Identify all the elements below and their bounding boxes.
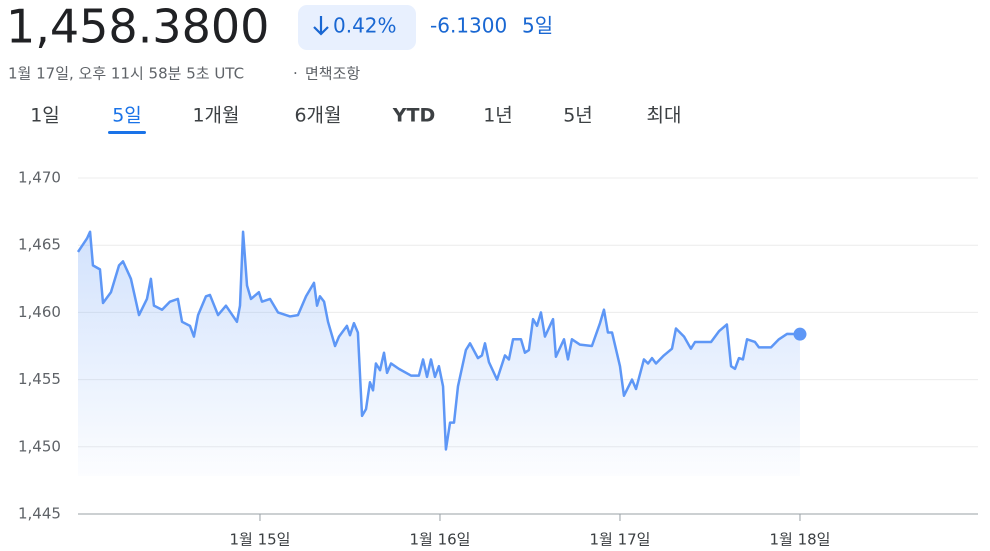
- range-tab[interactable]: 6개월: [294, 105, 341, 127]
- range-tab[interactable]: 1개월: [192, 105, 239, 127]
- x-tick-label: 1월 18일: [769, 531, 830, 549]
- price: 1,458.3800: [6, 0, 269, 54]
- price-line: [76, 230, 801, 451]
- y-tick-label: 1,455: [18, 370, 61, 388]
- range-tab[interactable]: 5일: [112, 105, 142, 127]
- last-point: [793, 327, 807, 341]
- change-value: -6.1300: [430, 14, 507, 38]
- range-tab[interactable]: YTD: [392, 105, 436, 127]
- x-tick-label: 1월 17일: [589, 531, 650, 549]
- range-tab[interactable]: 1일: [30, 105, 60, 127]
- change-period: 5일: [522, 14, 553, 38]
- range-tab[interactable]: 1년: [483, 105, 513, 127]
- x-tick-label: 1월 15일: [229, 531, 290, 549]
- range-tab[interactable]: 최대: [647, 105, 682, 127]
- range-tabs: 1일 5일 1개월 6개월 YTD 1년 5년 최대: [30, 105, 682, 134]
- timestamp: 1월 17일, 오후 11시 58분 5초 UTC: [8, 65, 244, 83]
- change-badge: [298, 5, 416, 50]
- y-tick-label: 1,465: [18, 236, 61, 254]
- range-tab[interactable]: 5년: [563, 105, 593, 127]
- tab-underline: [108, 131, 146, 134]
- y-tick-label: 1,470: [18, 169, 61, 187]
- separator: ·: [293, 65, 298, 83]
- down-arrow: [313, 16, 329, 36]
- disclaimer-link[interactable]: 면책조항: [305, 65, 360, 83]
- y-tick-label: 1,445: [18, 505, 61, 523]
- x-tick-label: 1월 16일: [409, 531, 470, 549]
- plot: 1,445 1,450 1,455 1,460 1,465 1,470 1월 15일 1월 1…: [18, 169, 978, 549]
- y-tick-label: 1,460: [18, 303, 61, 321]
- change-percent: 0.42%: [333, 14, 397, 38]
- y-tick-label: 1,450: [18, 437, 61, 455]
- area-fill: [78, 231, 800, 476]
